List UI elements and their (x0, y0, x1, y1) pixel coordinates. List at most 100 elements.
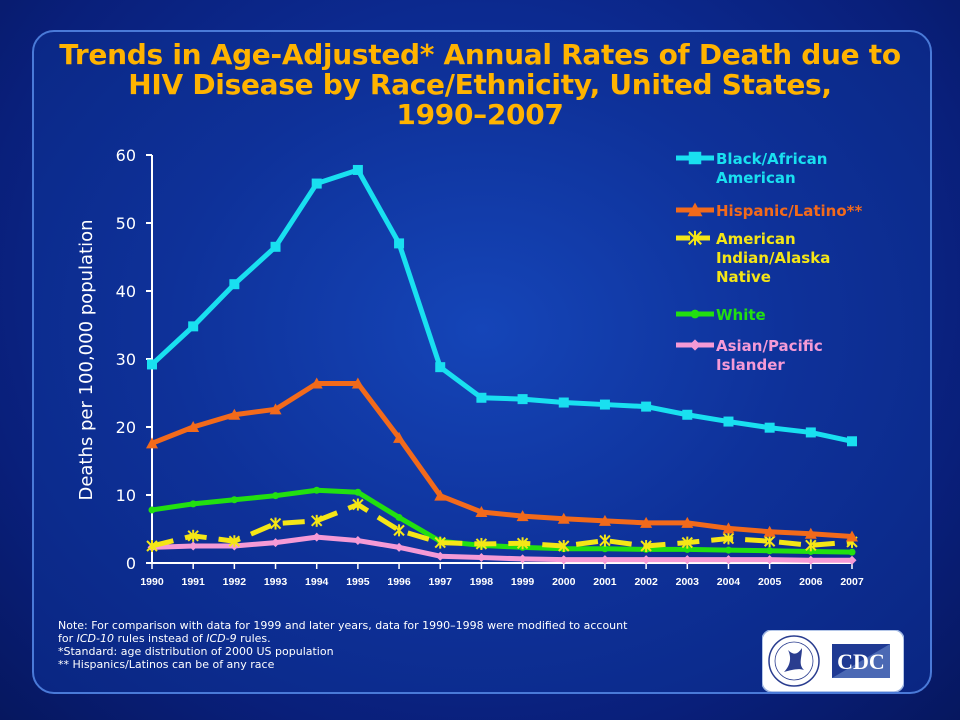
data-point (805, 427, 816, 438)
x-tick-label: 1996 (387, 576, 411, 588)
data-point (188, 321, 199, 332)
data-point (599, 399, 610, 410)
x-tick-label: 1999 (511, 576, 535, 588)
data-point (434, 536, 446, 549)
chart-title-line3: 1990–2007 (396, 98, 564, 131)
data-point (722, 522, 735, 534)
data-point (681, 516, 694, 528)
legend-label: Black/African (716, 150, 827, 168)
legend-label: Islander (716, 356, 785, 374)
data-point (394, 238, 405, 249)
x-tick-label: 1995 (346, 576, 370, 588)
data-point (558, 540, 570, 552)
data-point (435, 362, 446, 373)
chart-title-line2: HIV Disease by Race/Ethnicity, United St… (128, 68, 832, 101)
legend-marker (690, 309, 700, 319)
data-point (271, 538, 281, 548)
data-point (557, 512, 570, 524)
data-point (311, 178, 322, 189)
data-point (188, 541, 198, 551)
data-point (641, 555, 651, 565)
chart-title: Trends in Age-Adjusted* Annual Rates of … (40, 40, 920, 130)
data-point (723, 416, 734, 427)
data-point (393, 524, 405, 537)
data-point (806, 555, 816, 565)
data-point (394, 542, 404, 552)
data-point (354, 488, 362, 496)
x-tick-label: 2001 (593, 576, 617, 588)
data-point (313, 486, 321, 494)
series-black-african-american (147, 164, 857, 447)
x-tick-label: 2002 (634, 576, 658, 588)
footnote-3: *Standard: age distribution of 2000 US p… (58, 645, 334, 658)
data-point (804, 527, 817, 539)
cdc-logo: CDC (762, 630, 904, 692)
x-tick-label: 2005 (758, 576, 782, 588)
footnote-2e: rules. (236, 632, 271, 645)
legend-label: Asian/Pacific (716, 337, 823, 355)
legend-marker (689, 339, 701, 351)
x-tick-label: 1993 (264, 576, 288, 588)
legend-label: American (716, 169, 796, 187)
data-point (272, 492, 280, 500)
series-line (151, 534, 852, 563)
data-point (352, 498, 364, 511)
series-line (151, 487, 853, 555)
data-point (598, 514, 611, 526)
legend: Black/AfricanAmericanHispanic/Latino**Am… (676, 150, 862, 374)
x-tick-label: 1990 (140, 576, 164, 588)
data-point (146, 540, 158, 552)
data-point (807, 547, 815, 555)
data-point (805, 539, 817, 552)
data-point (148, 506, 156, 514)
data-point (722, 532, 735, 545)
data-point (848, 548, 856, 556)
data-point (763, 525, 776, 537)
data-point (765, 555, 775, 565)
data-point (558, 397, 569, 408)
x-tick-label: 1997 (429, 576, 453, 588)
y-tick-label: 20 (116, 418, 136, 437)
data-point (724, 546, 732, 554)
legend-item: White (676, 306, 766, 324)
series-line (151, 380, 853, 539)
data-point (476, 553, 486, 563)
footnote-icd9: ICD-9 (206, 632, 237, 645)
data-point (723, 555, 733, 565)
data-point (351, 377, 364, 389)
hhs-eagle-seal-icon (768, 635, 820, 687)
series-american-indian-alaska-native (146, 498, 858, 552)
data-point (269, 403, 282, 415)
series-line (150, 167, 853, 444)
data-point (310, 514, 323, 527)
data-point (146, 437, 158, 449)
x-tick-label: 2003 (676, 576, 700, 588)
y-tick-label: 60 (116, 146, 136, 165)
footnote-2: for ICD-10 rules instead of ICD-9 rules. (58, 633, 271, 645)
y-axis-label: Deaths per 100,000 population (76, 219, 97, 500)
data-point (228, 535, 241, 548)
data-point (640, 540, 652, 552)
data-point (189, 500, 197, 508)
data-point (269, 517, 282, 530)
data-point (187, 421, 200, 432)
data-point (435, 551, 445, 561)
legend-label: Indian/Alaska (716, 249, 830, 267)
series-line (151, 502, 853, 549)
y-tick-label: 0 (126, 554, 136, 573)
data-point (683, 545, 691, 553)
legend-label: American (716, 230, 796, 248)
data-point (600, 555, 610, 565)
data-point (147, 359, 157, 370)
data-point (764, 422, 775, 433)
x-tick-label: 2000 (552, 576, 576, 588)
data-point (310, 377, 323, 389)
cdc-wordmark: CDC (832, 644, 890, 678)
legend-label: White (716, 306, 766, 324)
footnote-4: ** Hispanics/Latinos can be of any race (58, 658, 275, 671)
x-tick-label: 1991 (181, 576, 205, 588)
data-point (681, 536, 694, 549)
